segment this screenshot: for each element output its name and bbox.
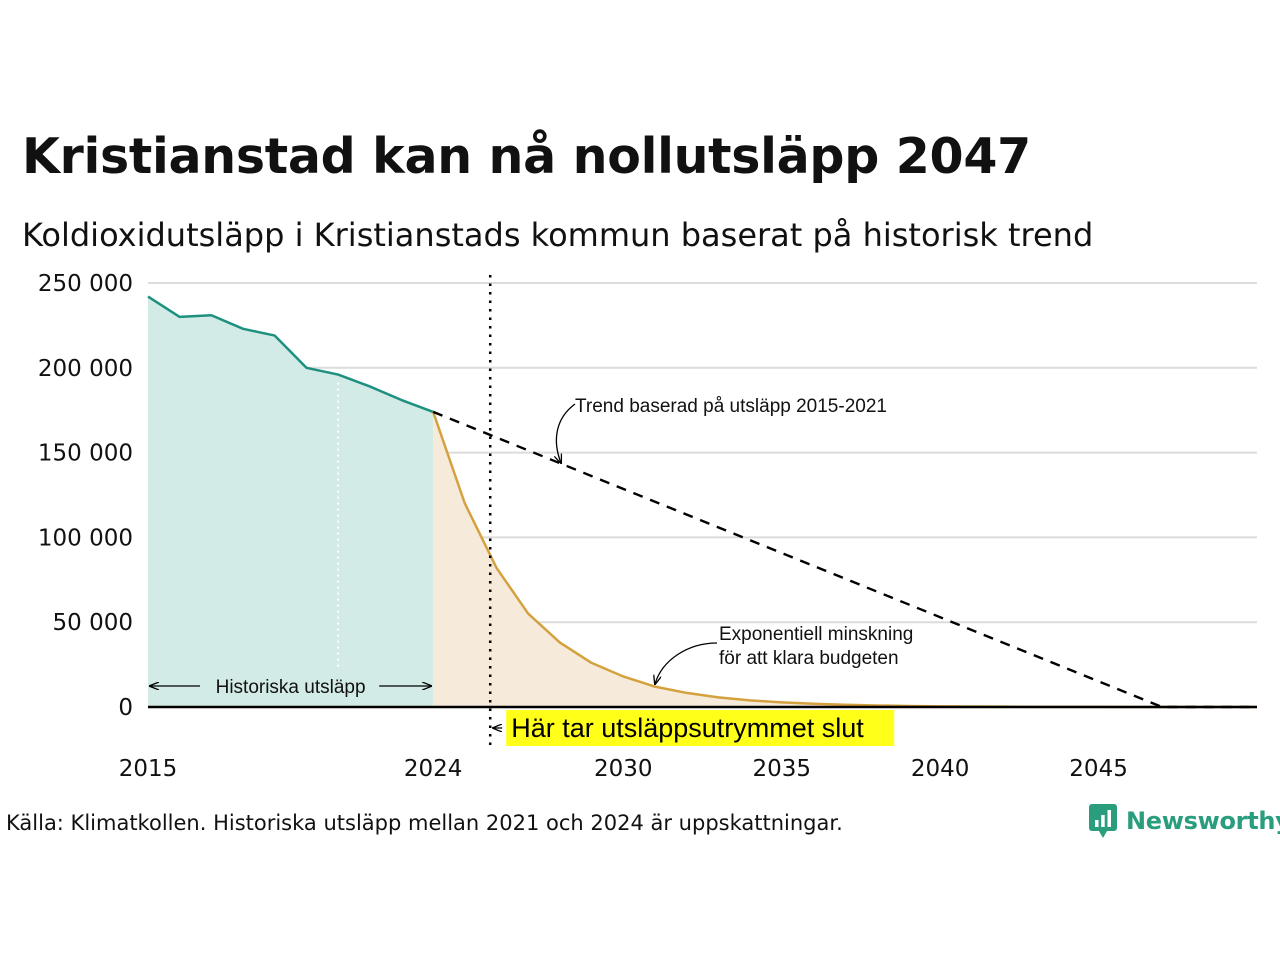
y-tick-label-150000: 150 000	[38, 441, 133, 467]
historical-area	[148, 296, 434, 707]
y-tick-label-100000: 100 000	[38, 525, 133, 551]
projection-area	[433, 411, 1258, 707]
exp-annotation-arrow	[655, 642, 718, 684]
y-tick-label-0: 0	[118, 695, 133, 721]
trend-annotation: Trend baserad på utsläpp 2015-2021	[575, 396, 887, 417]
x-tick-label-2030: 2030	[594, 756, 653, 782]
x-axis-ticks: 2015 2024 2030 2035 2040 2045	[119, 756, 1128, 782]
exp-annotation-line2: för att klara budgeten	[719, 648, 899, 669]
newsworthy-logo[interactable]: Newsworthy	[1088, 803, 1280, 839]
chart-title: Kristianstad kan nå nollutsläpp 2047	[22, 128, 1031, 185]
y-tick-label-200000: 200 000	[38, 356, 133, 382]
budget-end-label: Här tar utsläppsutrymmet slut	[511, 713, 864, 743]
x-tick-label-2045: 2045	[1069, 756, 1128, 782]
x-tick-label-2024: 2024	[404, 756, 463, 782]
newsworthy-logo-text: Newsworthy	[1126, 807, 1280, 835]
historical-annotation: Historiska utsläpp	[216, 677, 366, 698]
source-note: Källa: Klimatkollen. Historiska utsläpp …	[6, 811, 843, 835]
chart-subtitle: Koldioxidutsläpp i Kristianstads kommun …	[22, 216, 1094, 254]
x-tick-label-2040: 2040	[911, 756, 970, 782]
x-tick-label-2035: 2035	[752, 756, 811, 782]
y-tick-label-250000: 250 000	[38, 271, 133, 297]
y-axis-ticks: 0 50 000 100 000 150 000 200 000 250 000	[38, 271, 133, 721]
y-tick-label-50000: 50 000	[53, 610, 133, 636]
trend-annotation-arrow	[556, 403, 576, 463]
x-tick-label-2015: 2015	[119, 756, 178, 782]
series-lines	[147, 275, 1258, 745]
exp-annotation-line1: Exponentiell minskning	[719, 624, 913, 645]
newsworthy-logo-icon	[1089, 804, 1117, 838]
historical-line	[147, 295, 434, 414]
area-fills	[148, 296, 1258, 707]
annotations: Trend baserad på utsläpp 2015-2021 Expone…	[150, 396, 913, 746]
budget-end-highlight	[506, 710, 895, 746]
